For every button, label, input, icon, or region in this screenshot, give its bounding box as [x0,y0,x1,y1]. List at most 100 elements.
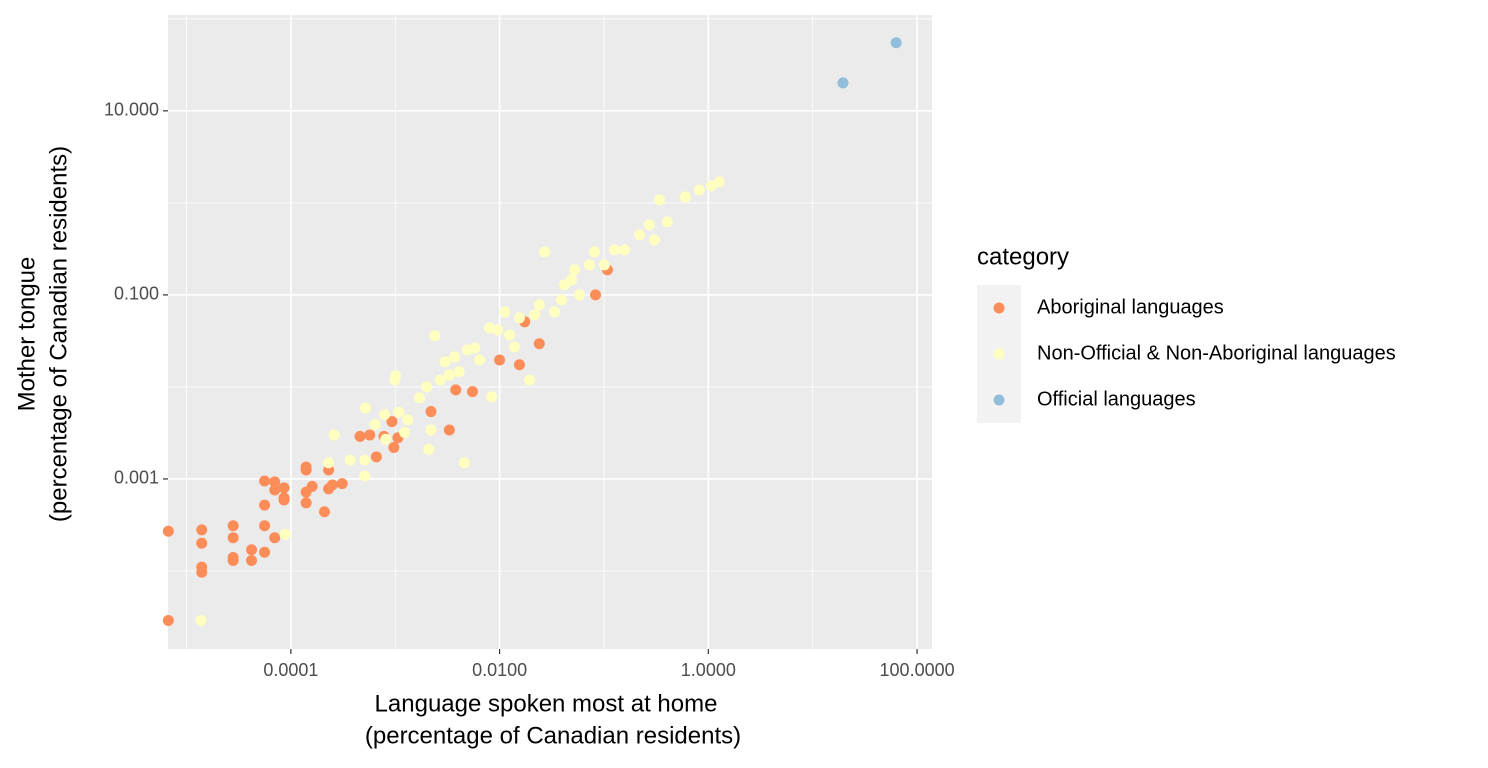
point [549,306,561,318]
point [494,354,506,366]
point [890,37,902,49]
point [259,520,271,532]
point [386,416,398,428]
point [608,244,620,256]
legend: Aboriginal languages Non-Official & Non-A… [993,296,1396,410]
point [227,532,239,544]
point [259,475,271,487]
point [556,294,568,306]
point [370,451,382,463]
point [259,499,271,511]
point [453,366,465,378]
point [344,454,356,466]
point [360,402,372,414]
point [633,229,645,241]
point [458,457,470,469]
x-tick-label: 100.0000 [880,660,955,680]
point [473,354,485,366]
point [414,392,426,404]
point [278,494,290,506]
point [533,299,545,311]
point [196,566,208,578]
point [653,194,665,206]
point [380,433,392,445]
panel [168,15,932,649]
point [450,384,462,396]
point [402,414,414,426]
point [318,506,330,518]
point [196,524,208,536]
point [648,234,660,246]
point [499,306,511,318]
point [246,544,258,556]
point [279,528,291,540]
point [590,289,602,301]
point [443,424,455,436]
point [569,264,581,276]
point [513,312,525,324]
point [196,537,208,549]
x-axis-title: Language spoken most at home [375,690,718,717]
point [388,441,400,453]
point [533,338,545,350]
point [269,476,281,488]
point [300,497,312,509]
x-tick-label: 0.0001 [263,660,318,680]
point [227,554,239,566]
y-axis-title: Mother tongue [13,257,40,412]
y-tick-label: 0.001 [114,468,159,488]
point [390,370,402,382]
point [524,374,536,386]
x-tick-label: 0.0100 [472,660,527,680]
point [336,478,348,490]
point [259,546,271,558]
point [379,409,391,421]
point [300,464,312,476]
point [439,356,451,368]
y-axis-title: (percentage of Canadian residents) [45,146,72,522]
point [443,369,455,381]
point [618,244,630,256]
point [359,454,371,466]
point [661,216,673,228]
x-axis-title: (percentage of Canadian residents) [365,722,741,749]
point [693,184,705,196]
y-tick-label: 0.100 [114,284,159,304]
point [306,480,318,492]
point [359,470,371,482]
point [423,443,435,455]
x-tick-label: 1.0000 [681,660,736,680]
point [598,259,610,271]
legend-label: Aboriginal languages [1037,296,1224,318]
point [269,532,281,544]
point [195,614,207,626]
point [539,246,551,258]
point [429,330,441,342]
point [513,359,525,371]
point [434,374,446,386]
point [162,525,174,537]
point [588,246,600,258]
point [713,176,725,188]
point [584,259,596,271]
point [364,429,376,441]
legend-label: Official languages [1037,388,1196,410]
point [393,406,405,418]
point [278,482,290,494]
point [483,322,495,334]
point [679,191,691,203]
point [467,386,479,398]
point [509,341,521,353]
point [269,484,281,496]
legend-label: Non-Official & Non-Aboriginal languages [1037,342,1396,364]
point [399,426,411,438]
point [837,77,849,89]
point [486,391,498,403]
point [643,219,655,231]
point [449,351,461,363]
point [469,342,481,354]
point [421,381,433,393]
legend-key [993,394,1005,406]
point [227,520,239,532]
